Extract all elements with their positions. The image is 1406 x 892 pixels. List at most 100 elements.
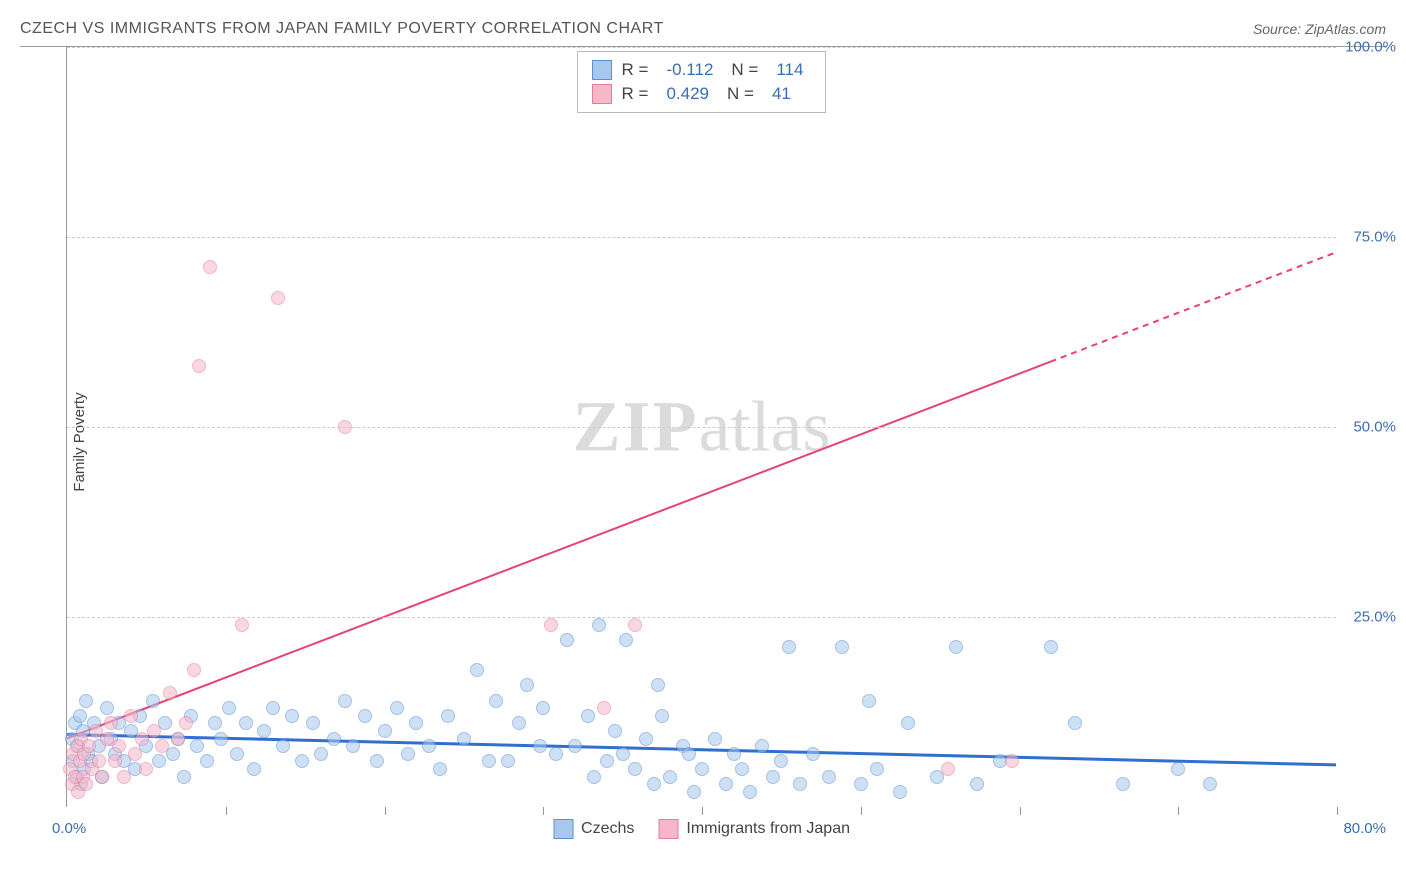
data-point [433,762,447,776]
data-point [235,618,249,632]
data-point [266,701,280,715]
swatch-czechs [592,60,612,80]
data-point [628,618,642,632]
data-point [100,732,114,746]
data-point [520,678,534,692]
data-point [470,663,484,677]
gridline [67,47,1336,48]
data-point [82,739,96,753]
data-point [92,754,106,768]
data-point [95,770,109,784]
chart-title: CZECH VS IMMIGRANTS FROM JAPAN FAMILY PO… [20,20,664,38]
data-point [893,785,907,799]
legend-item-czechs: Czechs [553,819,634,839]
data-point [544,618,558,632]
data-point [970,777,984,791]
data-point [682,747,696,761]
xtick [543,807,544,815]
gridline [67,237,1336,238]
source-label: Source: ZipAtlas.com [1253,21,1386,37]
chart-header: CZECH VS IMMIGRANTS FROM JAPAN FAMILY PO… [20,20,1386,38]
data-point [146,694,160,708]
data-point [854,777,868,791]
data-point [655,709,669,723]
data-point [782,640,796,654]
data-point [735,762,749,776]
data-point [390,701,404,715]
data-point [163,686,177,700]
data-point [285,709,299,723]
data-point [190,739,204,753]
data-point [230,747,244,761]
data-point [401,747,415,761]
data-point [695,762,709,776]
data-point [901,716,915,730]
data-point [1203,777,1217,791]
data-point [647,777,661,791]
swatch-japan [592,84,612,104]
data-point [358,709,372,723]
ytick-label: 50.0% [1341,419,1396,436]
data-point [619,633,633,647]
data-point [179,716,193,730]
data-point [214,732,228,746]
data-point [79,694,93,708]
data-point [597,701,611,715]
data-point [117,770,131,784]
data-point [581,709,595,723]
data-point [1116,777,1130,791]
data-point [422,739,436,753]
xtick [702,807,703,815]
gridline [67,617,1336,618]
data-point [587,770,601,784]
data-point [295,754,309,768]
data-point [147,724,161,738]
plot-region: ZIPatlas R = -0.112 N = 114 R = 0.429 N … [66,47,1336,807]
x-origin-label: 0.0% [52,820,86,837]
data-point [651,678,665,692]
data-point [271,291,285,305]
data-point [239,716,253,730]
ytick-label: 100.0% [1341,39,1396,56]
gridline [67,427,1336,428]
data-point [192,359,206,373]
data-point [774,754,788,768]
data-point [124,709,138,723]
data-point [1044,640,1058,654]
data-point [370,754,384,768]
data-point [501,754,515,768]
data-point [200,754,214,768]
data-point [276,739,290,753]
data-point [73,709,87,723]
data-point [549,747,563,761]
data-point [482,754,496,768]
data-point [592,618,606,632]
data-point [457,732,471,746]
x-max-label: 80.0% [1343,820,1386,837]
data-point [600,754,614,768]
data-point [187,663,201,677]
data-point [608,724,622,738]
data-point [719,777,733,791]
data-point [663,770,677,784]
data-point [306,716,320,730]
data-point [628,762,642,776]
data-point [139,762,153,776]
data-point [687,785,701,799]
data-point [743,785,757,799]
data-point [1005,754,1019,768]
chart-area: Family Poverty ZIPatlas R = -0.112 N = 1… [20,46,1386,836]
data-point [155,739,169,753]
data-point [177,770,191,784]
ytick-label: 75.0% [1341,229,1396,246]
data-point [171,732,185,746]
data-point [1171,762,1185,776]
swatch-czechs-bottom [553,819,573,839]
data-point [1068,716,1082,730]
xtick [1178,807,1179,815]
bottom-legend: Czechs Immigrants from Japan [553,819,850,839]
data-point [108,754,122,768]
xtick [1337,807,1338,815]
data-point [793,777,807,791]
data-point [338,420,352,434]
